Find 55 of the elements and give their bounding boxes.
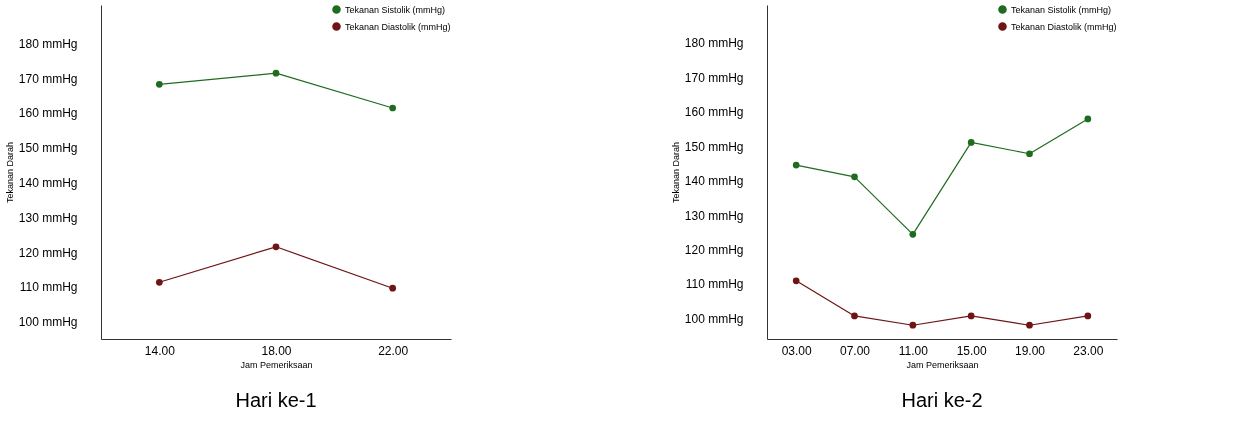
y-tick-label: 160 mmHg — [684, 105, 744, 120]
point — [272, 69, 280, 77]
y-tick-label: 160 mmHg — [18, 106, 78, 121]
y-tick-label: 170 mmHg — [684, 70, 744, 85]
x-tick-label: 22.00 — [378, 343, 409, 358]
y-tick-label: 180 mmHg — [684, 36, 744, 51]
y-tick-label: 180 mmHg — [18, 36, 78, 51]
point — [1026, 150, 1033, 158]
legend-label: Tekanan Diastolik (mmHg) — [345, 21, 451, 32]
x-tick-label: 03.00 — [781, 343, 813, 358]
y-tick-label: 110 mmHg — [685, 277, 744, 292]
point — [967, 312, 975, 320]
y-tick-label: 130 mmHg — [18, 210, 78, 225]
x-axis-title: Jam Pemeriksaan — [240, 359, 313, 370]
point — [389, 284, 397, 292]
x-tick-label: 11.00 — [898, 343, 929, 358]
y-tick-label: 140 mmHg — [18, 175, 78, 190]
legend-label: Tekanan Diastolik (mmHg) — [1011, 21, 1117, 32]
legend-label: Tekanan Sistolik (mmHg) — [1011, 4, 1112, 15]
x-axis-title: Jam Pemeriksaan — [906, 359, 979, 370]
y-tick-label: 150 mmHg — [18, 141, 78, 156]
point — [851, 173, 858, 181]
text: Hari ke-1 — [235, 389, 317, 411]
point — [1084, 115, 1092, 123]
y-tick-label: 120 mmHg — [684, 242, 744, 257]
point — [389, 104, 397, 112]
y-axis-title: Tekanan Darah — [670, 141, 681, 204]
y-tick-label: 170 mmHg — [18, 71, 78, 86]
point — [792, 161, 800, 169]
y-tick-label: 100 mmHg — [684, 311, 744, 326]
x-tick-label: 07.00 — [839, 343, 871, 358]
x-tick-label: 14.00 — [144, 343, 176, 358]
point — [155, 80, 163, 88]
legend-label: Tekanan Sistolik (mmHg) — [345, 4, 446, 15]
y-tick-label: 100 mmHg — [18, 315, 78, 330]
point — [792, 277, 800, 285]
point — [909, 230, 917, 238]
point — [909, 321, 917, 329]
point — [1026, 321, 1033, 329]
y-tick-label: 130 mmHg — [684, 208, 744, 223]
point — [155, 278, 163, 286]
point — [851, 312, 858, 320]
y-axis-title: Tekanan Darah — [4, 141, 15, 204]
y-tick-label: 140 mmHg — [684, 174, 744, 189]
text: Hari ke-2 — [901, 389, 983, 411]
y-tick-label: 150 mmHg — [684, 139, 744, 154]
x-tick-label: 18.00 — [261, 343, 292, 358]
point — [1084, 312, 1092, 320]
y-tick-label: 110 mmHg — [19, 280, 78, 295]
point — [272, 243, 280, 251]
y-tick-label: 120 mmHg — [18, 245, 78, 260]
x-tick-label: 15.00 — [956, 343, 988, 358]
x-tick-label: 19.00 — [1014, 343, 1046, 358]
x-tick-label: 23.00 — [1073, 343, 1104, 358]
point — [967, 139, 975, 146]
